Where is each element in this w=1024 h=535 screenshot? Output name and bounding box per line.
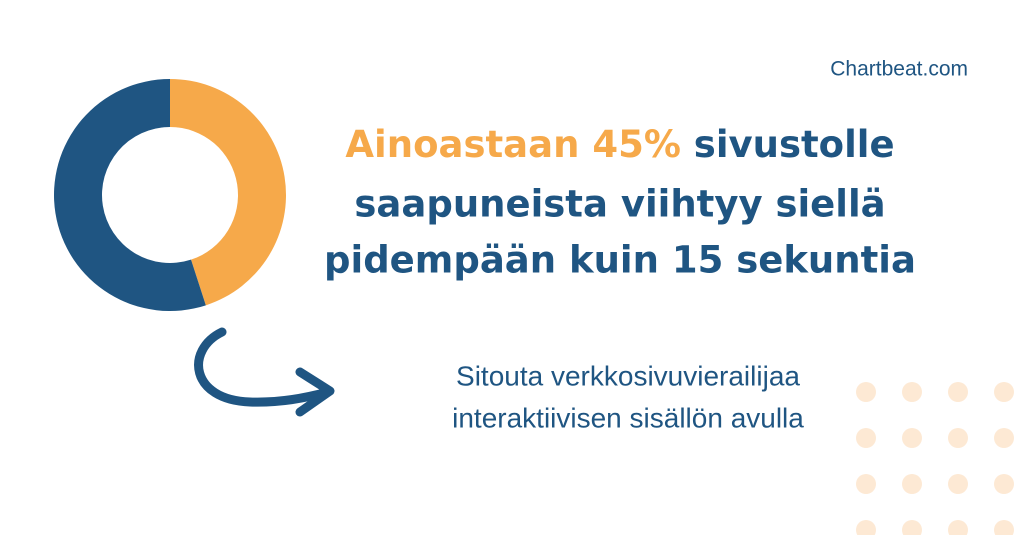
- dot: [856, 520, 876, 535]
- dot: [902, 474, 922, 494]
- dot: [856, 474, 876, 494]
- dot: [948, 382, 968, 402]
- dot-pattern: [856, 382, 1014, 535]
- headline-line3: pidempään kuin 15 sekuntia: [324, 239, 916, 282]
- headline-highlight: Ainoastaan 45%: [345, 123, 680, 166]
- headline-line2: saapuneista viihtyy siellä: [354, 183, 885, 226]
- dot: [994, 474, 1014, 494]
- dot: [948, 474, 968, 494]
- headline-line1: Ainoastaan 45% sivustolle: [345, 123, 894, 166]
- subtext-line: interaktiivisen sisällön avulla: [452, 402, 804, 433]
- donut-chart: [53, 79, 286, 311]
- dot: [994, 520, 1014, 535]
- subtext-line: Sitouta verkkosivuvierailijaa: [456, 360, 800, 391]
- dot: [902, 382, 922, 402]
- arrow-head: [295, 367, 335, 417]
- dot: [856, 428, 876, 448]
- headline-rest: sivustolle: [694, 123, 895, 166]
- dot: [902, 428, 922, 448]
- dot: [902, 520, 922, 535]
- arrow-shaft: [194, 327, 333, 407]
- donut-segment: [170, 79, 286, 306]
- dot: [856, 382, 876, 402]
- dot: [948, 520, 968, 535]
- dot: [994, 382, 1014, 402]
- dot: [994, 428, 1014, 448]
- arrow: [194, 327, 335, 417]
- donut-segment: [53, 79, 206, 311]
- dot: [948, 428, 968, 448]
- brand: Chartbeat.com: [830, 58, 968, 81]
